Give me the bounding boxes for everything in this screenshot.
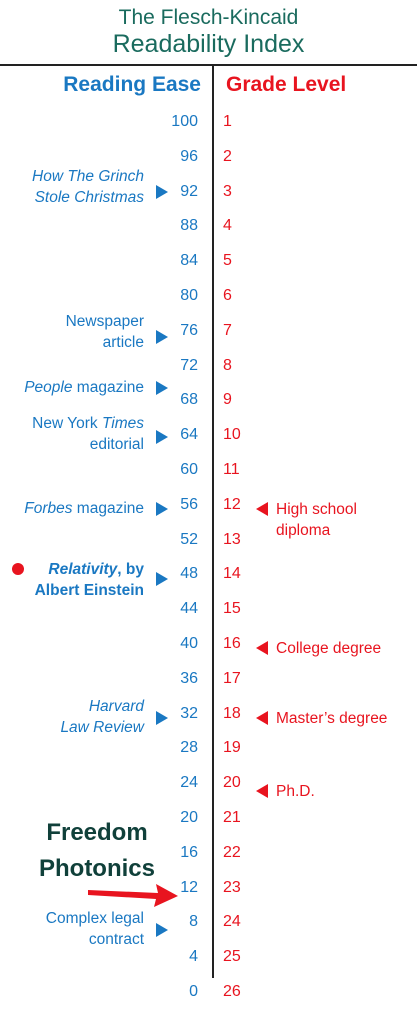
reading-ease-value: 0 [189, 983, 198, 1000]
newspaper-label: Newspaper article [65, 313, 144, 351]
legal-contract-pointer-icon [156, 923, 168, 937]
brand-line-1: Freedom [46, 819, 148, 846]
phd-pointer-icon [256, 784, 268, 798]
grade-level-value: 16 [223, 635, 241, 652]
brand-line-2: Photonics [38, 855, 155, 882]
reading-ease-value: 96 [180, 148, 198, 165]
grade-level-value: 19 [223, 739, 241, 756]
grade-level-value: 23 [223, 879, 241, 896]
reading-ease-value: 52 [180, 531, 198, 548]
grade-level-value: 26 [223, 983, 241, 1000]
reading-ease-value: 60 [180, 461, 198, 478]
grade-level-value: 3 [223, 183, 232, 200]
newspaper-pointer-icon [156, 330, 168, 344]
reading-ease-value: 8 [189, 913, 198, 930]
reading-ease-value: 68 [180, 391, 198, 408]
harvard-label: Harvard Law Review [60, 698, 144, 736]
relativity-pointer-icon [156, 572, 168, 586]
grade-level-value: 12 [223, 496, 241, 513]
people-pointer-icon [156, 381, 168, 395]
grade-level-value: 2 [223, 148, 232, 165]
reading-ease-value: 20 [180, 809, 198, 826]
reading-ease-value: 44 [180, 600, 198, 617]
masters-pointer-icon [256, 711, 268, 725]
nyt-pointer-icon [156, 430, 168, 444]
relativity-label: Relativity, by Albert Einstein [34, 561, 144, 599]
reading-ease-value: 84 [180, 252, 198, 269]
grade-level-value: 20 [223, 774, 241, 791]
grade-level-value: 9 [223, 391, 232, 408]
reading-ease-value: 40 [180, 635, 198, 652]
phd-label: Ph.D. [276, 783, 315, 800]
reading-ease-value: 24 [180, 774, 198, 791]
grade-level-header: Grade Level [226, 73, 347, 96]
reading-ease-value: 72 [180, 357, 198, 374]
reading-ease-value: 64 [180, 426, 198, 443]
high-school-pointer-icon [256, 502, 268, 516]
high-school-label: High school diploma [276, 501, 357, 539]
nyt-label: New York Times editorial [32, 415, 144, 453]
grade-level-value: 13 [223, 531, 241, 548]
masters-label: Master’s degree [276, 710, 388, 727]
reading-ease-value: 36 [180, 670, 198, 687]
grade-level-value: 10 [223, 426, 241, 443]
grade-level-value: 18 [223, 705, 241, 722]
reading-ease-value: 32 [180, 705, 198, 722]
grade-level-value: 1 [223, 113, 232, 130]
grade-level-value: 11 [223, 461, 240, 478]
harvard-pointer-icon [156, 711, 168, 725]
grade-level-value: 14 [223, 565, 241, 582]
grade-level-value: 24 [223, 913, 241, 930]
grinch-pointer-icon [156, 185, 168, 199]
grade-level-value: 15 [223, 600, 241, 617]
grade-level-value: 21 [223, 809, 241, 826]
reading-ease-value: 16 [180, 844, 198, 861]
legal-contract-label: Complex legal contract [45, 910, 144, 948]
grade-level-value: 6 [223, 287, 232, 304]
grade-level-value: 5 [223, 252, 232, 269]
college-label: College degree [276, 640, 382, 657]
reading-ease-value: 88 [180, 217, 198, 234]
reading-ease-value: 92 [180, 183, 198, 200]
reading-ease-value: 100 [171, 113, 198, 130]
grade-level-value: 25 [223, 948, 241, 965]
reading-ease-value: 76 [180, 322, 198, 339]
scale-axis-line [212, 66, 214, 978]
title-line-1: The Flesch-Kincaid [118, 6, 299, 29]
reading-ease-value: 56 [180, 496, 198, 513]
people-label: People magazine [24, 379, 144, 396]
forbes-pointer-icon [156, 502, 168, 516]
grade-level-value: 17 [223, 670, 241, 687]
grade-level-value: 8 [223, 357, 232, 374]
reading-ease-value: 12 [180, 879, 198, 896]
grade-level-value: 7 [223, 322, 232, 339]
grade-level-value: 22 [223, 844, 241, 861]
reading-ease-header: Reading Ease [63, 73, 201, 96]
college-pointer-icon [256, 641, 268, 655]
highlight-dot-icon [12, 563, 24, 575]
reading-ease-value: 4 [189, 948, 198, 965]
brand-arrow-icon [88, 884, 178, 907]
reading-ease-value: 48 [180, 565, 198, 582]
grinch-label: How The Grinch Stole Christmas [32, 168, 144, 206]
reading-ease-value: 28 [180, 739, 198, 756]
grade-level-value: 4 [223, 217, 232, 234]
header-divider [0, 64, 417, 66]
forbes-label: Forbes magazine [24, 500, 144, 517]
reading-ease-value: 80 [180, 287, 198, 304]
title-line-2: Readability Index [112, 30, 305, 58]
